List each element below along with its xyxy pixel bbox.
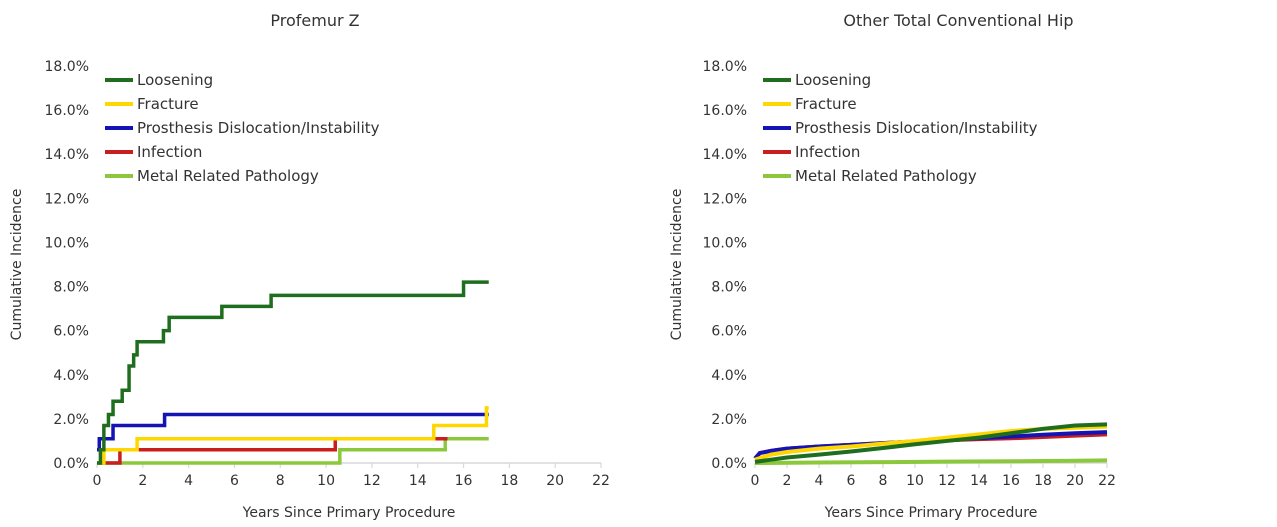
- chart-title: Other Total Conventional Hip: [843, 11, 1074, 30]
- y-tick-label: 0.0%: [711, 456, 747, 472]
- y-tick-label: 6.0%: [53, 324, 89, 340]
- x-tick-label: 18: [1034, 473, 1052, 489]
- x-tick-label: 20: [546, 473, 564, 489]
- x-tick-label: 12: [363, 473, 381, 489]
- y-tick-label: 4.0%: [53, 368, 89, 384]
- series-line: [754, 458, 1108, 465]
- x-axis-title: Years Since Primary Procedure: [242, 505, 456, 521]
- legend-label: Prosthesis Dislocation/Instability: [137, 119, 380, 137]
- y-tick-label: 8.0%: [711, 280, 747, 296]
- x-tick-label: 14: [409, 473, 427, 489]
- x-tick-label: 8: [276, 473, 285, 489]
- y-tick-label: 0.0%: [53, 456, 89, 472]
- x-tick-label: 4: [184, 473, 193, 489]
- chart-panel-left: Profemur Z 0.0% 2.0% 4.0% 6.0% 8.0% 10.0% 12.0…: [0, 0, 630, 527]
- chart-svg: 0.0% 2.0% 4.0% 6.0% 8.0% 10.0% 12.0% 14.0% 16.0%…: [669, 59, 1116, 521]
- series-line: [97, 436, 489, 465]
- legend-label: Infection: [795, 143, 860, 161]
- x-tick-label: 16: [1002, 473, 1020, 489]
- legend: Loosening Fracture Prosthesis Dislocation/…: [105, 71, 380, 185]
- y-tick-label: 10.0%: [45, 235, 89, 251]
- legend-label: Fracture: [795, 95, 857, 113]
- x-tick-label: 6: [230, 473, 239, 489]
- y-tick-label: 18.0%: [45, 59, 89, 75]
- legend: Loosening Fracture Prosthesis Dislocation/…: [763, 71, 1038, 185]
- x-tick-label: 16: [455, 473, 473, 489]
- chart-panel-right: Other Total Conventional Hip 0.0% 2.0% 4.0…: [640, 0, 1277, 527]
- x-tick-label: 2: [138, 473, 147, 489]
- chart-svg: 0.0% 2.0% 4.0% 6.0% 8.0% 10.0% 12.0% 14.0% 16.0%…: [9, 59, 610, 521]
- y-tick-label: 4.0%: [711, 368, 747, 384]
- x-axis-title: Years Since Primary Procedure: [824, 505, 1038, 521]
- series-line: [754, 422, 1108, 464]
- y-tick-label: 16.0%: [703, 103, 747, 119]
- legend-label: Loosening: [795, 71, 871, 89]
- x-tick-label: 8: [879, 473, 888, 489]
- y-tick-label: 18.0%: [703, 59, 747, 75]
- x-tick-label: 0: [93, 473, 102, 489]
- legend-label: Infection: [137, 143, 202, 161]
- x-tick-label: 22: [1098, 473, 1116, 489]
- x-tick-label: 2: [783, 473, 792, 489]
- series-line: [97, 280, 489, 465]
- plot-area: [97, 280, 489, 465]
- plot-area: [753, 422, 1108, 465]
- legend-label: Prosthesis Dislocation/Instability: [795, 119, 1038, 137]
- series-line: [97, 412, 489, 452]
- x-tick-label: 10: [317, 473, 335, 489]
- y-tick-label: 6.0%: [711, 324, 747, 340]
- y-axis-title: Cumulative Incidence: [9, 189, 25, 341]
- legend-label: Fracture: [137, 95, 199, 113]
- legend-label: Metal Related Pathology: [137, 167, 319, 185]
- x-tick-label: 20: [1066, 473, 1084, 489]
- y-tick-label: 2.0%: [711, 412, 747, 428]
- x-tick-label: 10: [906, 473, 924, 489]
- x-tick-label: 12: [938, 473, 956, 489]
- y-tick-label: 14.0%: [703, 147, 747, 163]
- legend-label: Loosening: [137, 71, 213, 89]
- y-tick-label: 10.0%: [703, 235, 747, 251]
- series-line: [97, 406, 489, 465]
- y-tick-label: 8.0%: [53, 280, 89, 296]
- x-tick-label: 6: [847, 473, 856, 489]
- legend-label: Metal Related Pathology: [795, 167, 977, 185]
- x-tick-label: 14: [970, 473, 988, 489]
- y-tick-label: 12.0%: [703, 191, 747, 207]
- y-tick-label: 12.0%: [45, 191, 89, 207]
- y-tick-label: 14.0%: [45, 147, 89, 163]
- x-tick-label: 22: [592, 473, 610, 489]
- x-tick-label: 4: [815, 473, 824, 489]
- y-tick-label: 2.0%: [53, 412, 89, 428]
- x-tick-label: 18: [500, 473, 518, 489]
- y-axis-title: Cumulative Incidence: [669, 189, 685, 341]
- chart-title: Profemur Z: [270, 11, 360, 30]
- y-tick-label: 16.0%: [45, 103, 89, 119]
- x-tick-label: 0: [751, 473, 760, 489]
